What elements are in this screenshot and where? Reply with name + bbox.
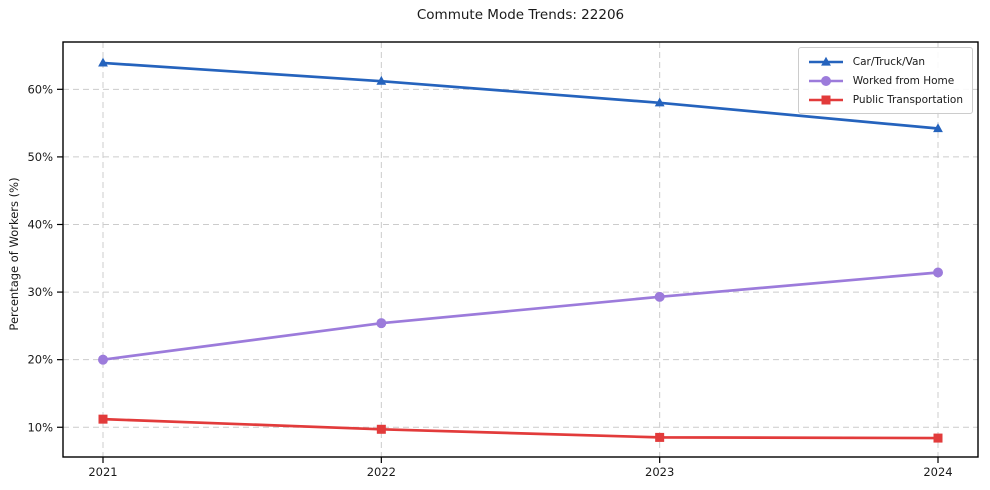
legend-item-worked-from-home: Worked from Home [806,73,963,88]
series-car-truck-van [98,57,943,133]
tick-marks [57,88,939,463]
data-point-marker [654,97,665,107]
data-point-marker [933,267,943,278]
y-tick-label: 50% [27,150,53,164]
x-tick-label: 2021 [88,465,117,479]
chart-title: Commute Mode Trends: 22206 [416,7,625,23]
legend-marker [821,95,831,104]
axes-spines [62,41,979,458]
series-worked-from-home [98,267,943,365]
legend-label: Car/Truck/Van [852,55,926,68]
gridlines [63,42,978,457]
y-tick-label: 10% [27,420,53,434]
series-line-worked-from-home [101,271,940,362]
data-point-marker [376,318,387,329]
legend-swatch-triangle-icon [808,56,843,66]
y-tick-label: 40% [27,217,53,231]
x-tick-label: 2023 [645,465,674,479]
legend-swatch-circle-icon [808,75,843,86]
legend: Car/Truck/Van Worked from Home Public Tran… [797,47,973,114]
x-tick-label: 2022 [367,465,396,479]
data-point-marker [654,291,665,302]
data-point-marker [376,424,386,434]
data-point-marker [98,57,108,67]
data-point-marker [655,432,665,442]
tick-labels: 10% 20% 30% 40% 50% 60% 2021 2022 2023 2024 [27,82,952,479]
data-point-marker [98,414,108,424]
legend-label: Worked from Home [852,74,955,87]
y-tick-label: 60% [27,82,53,96]
legend-item-car-truck-van: Car/Truck/Van [806,54,963,69]
data-point-marker [98,354,108,365]
series-line-public-transportation [101,417,940,440]
legend-marker [820,75,831,86]
y-tick-label: 20% [27,353,53,367]
legend-item-public-transportation: Public Transportation [806,92,963,107]
series-line-car-truck-van [101,61,940,130]
legend-label: Public Transportation [852,93,963,106]
y-tick-label: 30% [27,285,53,299]
data-point-marker [933,433,943,443]
legend-swatch-square-icon [808,95,843,104]
legend-marker [820,56,831,66]
series-public-transportation [98,414,943,443]
data-point-marker [376,75,387,85]
x-tick-label: 2024 [923,465,952,479]
data-point-marker [933,123,943,133]
